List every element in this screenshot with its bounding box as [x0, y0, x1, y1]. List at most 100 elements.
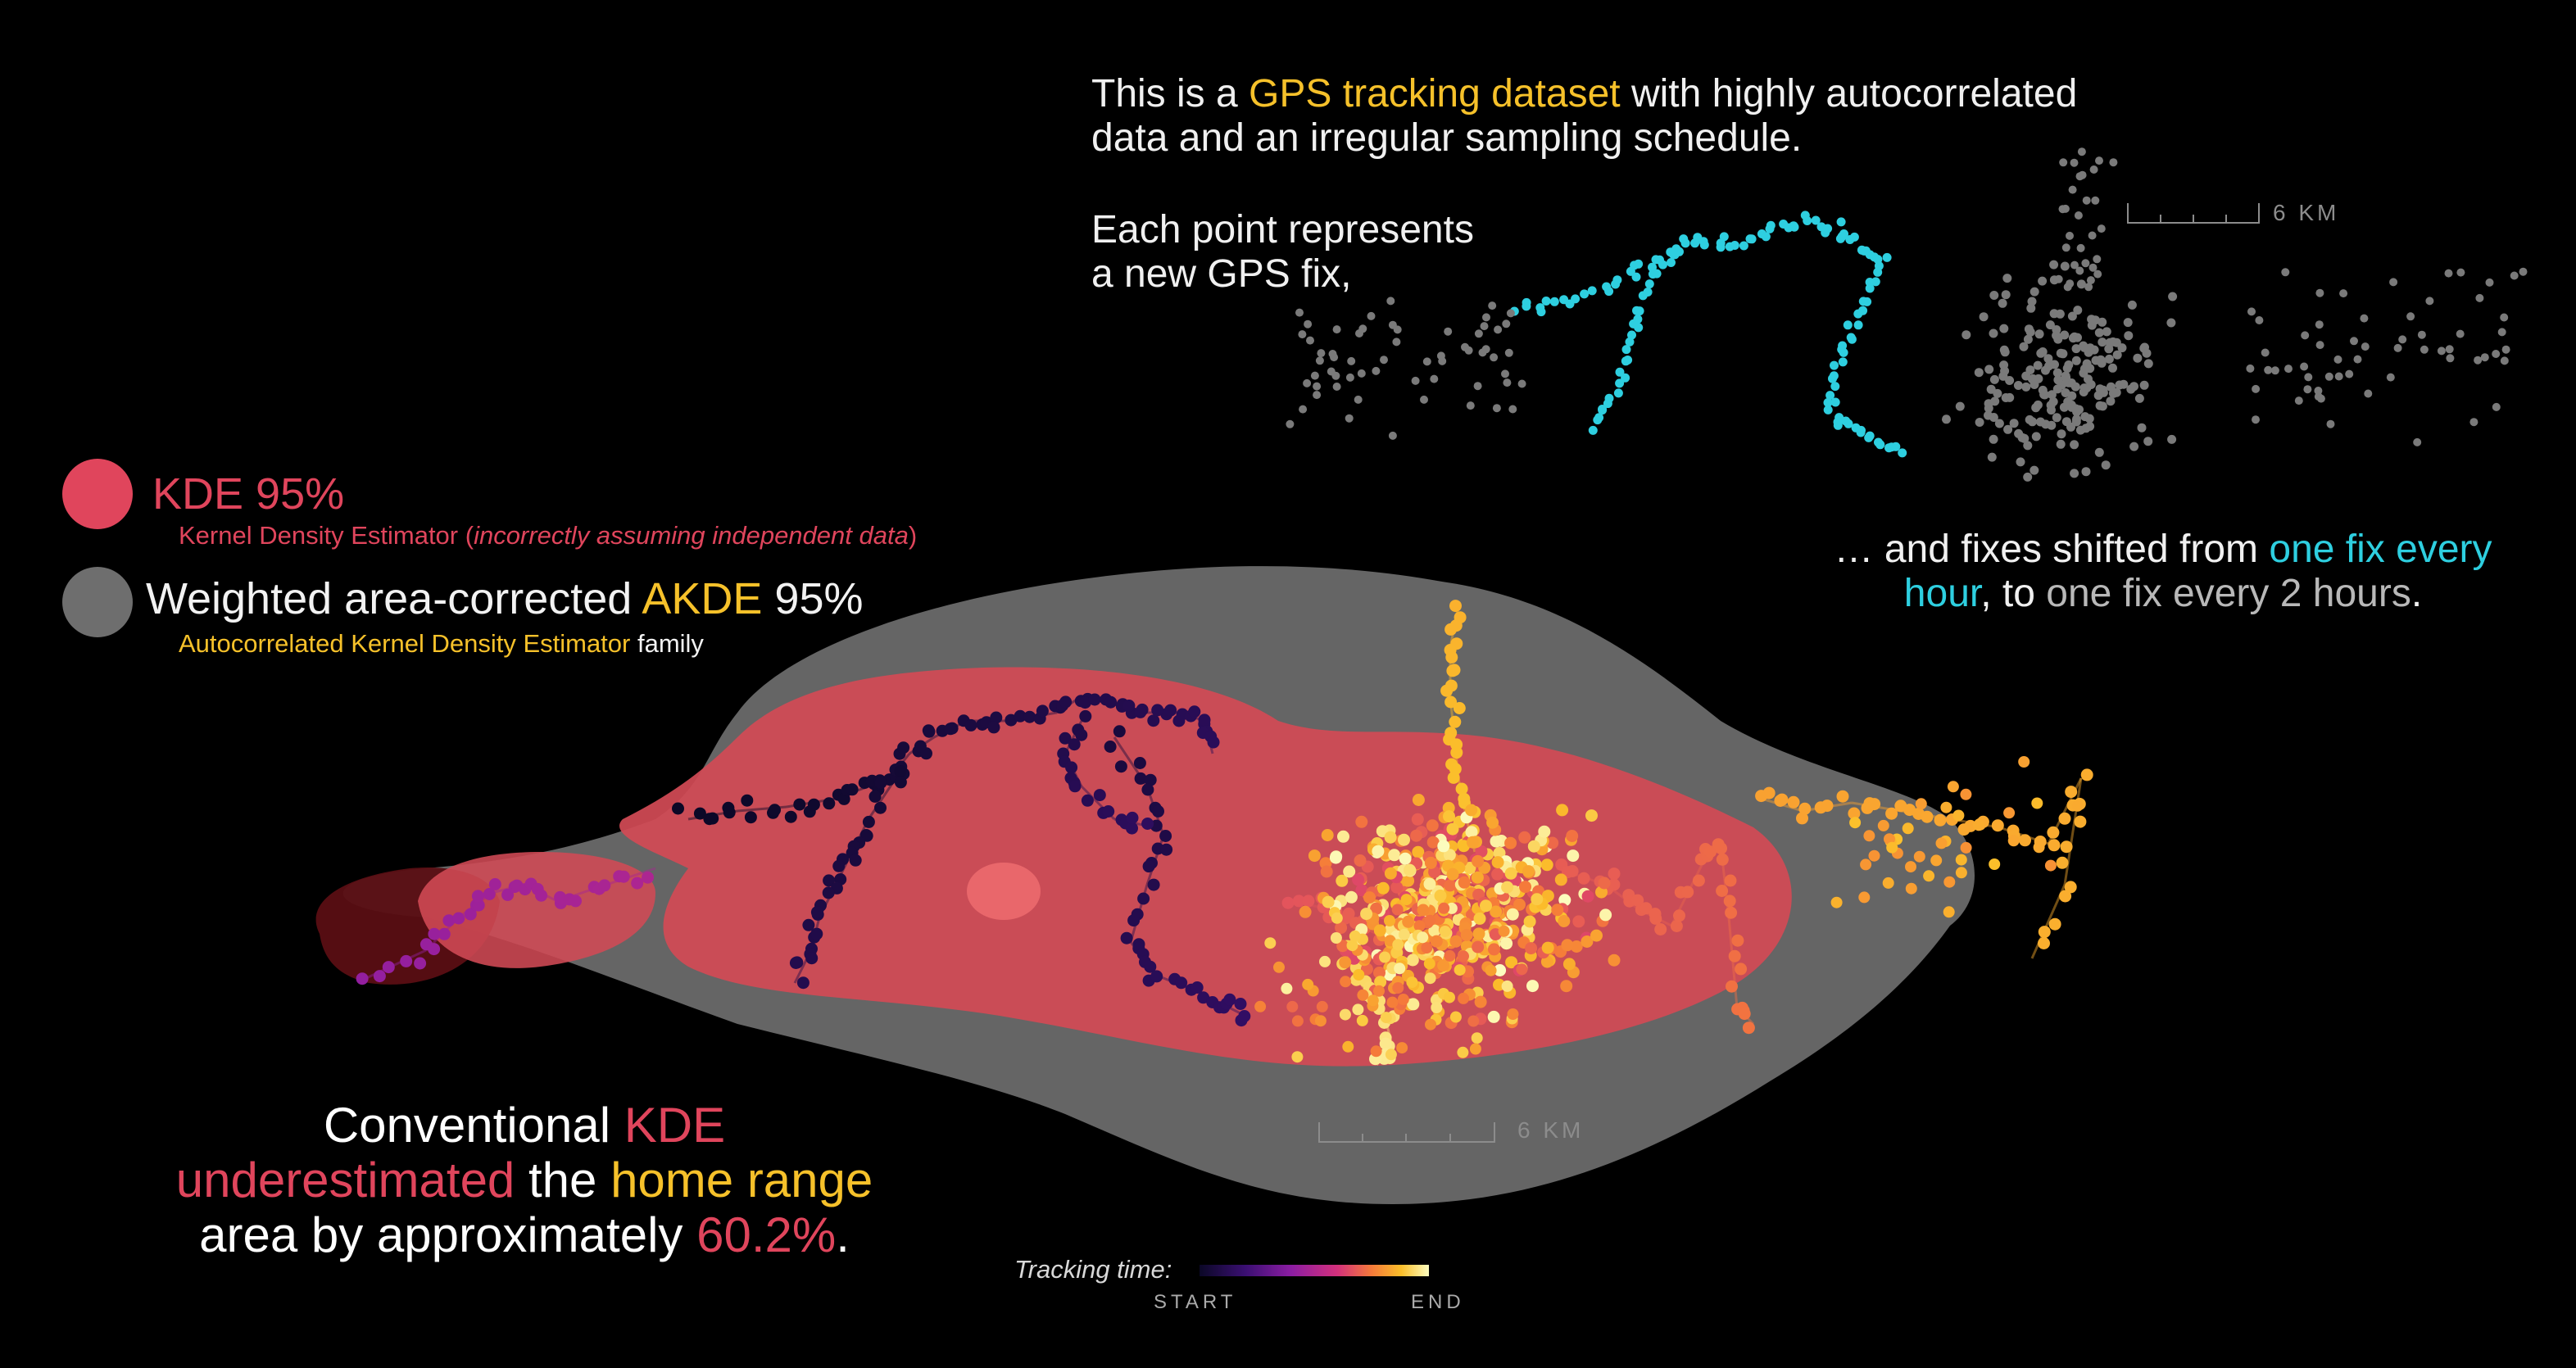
gps-fix	[1413, 920, 1426, 932]
inset-gps-fix-2h	[2497, 328, 2506, 337]
gps-fix	[1424, 856, 1437, 869]
inset-gps-fix-2h	[2098, 317, 2107, 327]
gps-fix	[1540, 858, 1553, 872]
gps-fix	[1570, 940, 1583, 953]
inset-gps-fix-2h	[2281, 268, 2290, 277]
inset-gps-fix-2h	[1347, 356, 1356, 365]
gps-fix	[1731, 934, 1744, 947]
gps-fix	[1075, 728, 1088, 741]
gps-fix	[1424, 914, 1436, 926]
kde-legend-subtitle: Kernel Density Estimator (incorrectly as…	[179, 521, 917, 550]
gps-fix	[1444, 623, 1458, 636]
gps-fix	[744, 811, 757, 824]
gps-fix	[1342, 907, 1355, 920]
track-segment	[605, 867, 656, 886]
inset-gps-fix-2h	[1295, 308, 1304, 317]
inset-gps-fix-2h	[1984, 365, 1994, 374]
inset-gps-fix-2h	[1357, 369, 1366, 378]
gps-fix	[2003, 807, 2016, 819]
inset-gps-fix-2h	[2045, 320, 2055, 330]
inset-gps-fix-2h	[2324, 372, 2333, 381]
gps-fix	[535, 889, 548, 902]
inset-gps-fix-2h	[2073, 333, 2082, 342]
inset-gps-fix-hourly	[1844, 419, 1853, 428]
intro-line4: a new GPS fix,	[1091, 252, 1352, 296]
gps-fix	[1692, 874, 1705, 887]
inset-gps-fix-2h	[2077, 147, 2086, 156]
gps-fix	[1385, 1049, 1397, 1061]
gps-fix	[1991, 819, 2004, 832]
gps-fix	[868, 790, 882, 803]
inset-gps-fix-2h	[2028, 417, 2037, 427]
inset-gps-fix-2h	[2096, 355, 2106, 365]
inset-gps-fix-hourly	[1598, 405, 1608, 415]
inset-gps-fix-2h	[2389, 278, 2398, 287]
inset-gps-fix-2h	[1354, 395, 1363, 404]
inset-gps-fix-hourly	[1761, 232, 1771, 242]
inset-gps-fix-2h	[2142, 348, 2152, 358]
inset-gps-fix-hourly	[1634, 323, 1644, 333]
gps-fix	[1330, 932, 1342, 944]
gps-fix	[1292, 895, 1305, 908]
gps-fix	[874, 801, 887, 814]
gps-fix	[1190, 981, 1204, 994]
inset-gps-fix-2h	[2124, 331, 2134, 341]
gps-fix	[1370, 902, 1383, 915]
intro-line2: data and an irregular sampling schedule.	[1091, 116, 1803, 160]
gps-fix	[1513, 898, 1526, 911]
shift-post: .	[2410, 572, 2423, 615]
gps-fix	[1320, 865, 1333, 878]
inset-gps-fix-2h	[1506, 309, 1515, 318]
gps-fix	[1527, 840, 1540, 853]
gps-fix	[1458, 992, 1470, 1004]
gps-fix	[1504, 836, 1517, 849]
gps-fix	[1572, 915, 1585, 928]
gps-fix	[1551, 904, 1564, 917]
inset-gps-fix-2h	[1504, 348, 1513, 357]
inset-gps-fix-2h	[2108, 363, 2117, 373]
gps-fix	[1126, 822, 1138, 835]
gps-fix	[2064, 881, 2077, 894]
track-points	[356, 600, 2093, 1066]
akde-legend-title: Weighted area-corrected AKDE 95%	[146, 573, 864, 624]
gps-fix	[483, 888, 496, 900]
gps-fix	[598, 879, 611, 892]
kde-legend-title: KDE 95%	[152, 469, 345, 519]
gps-fix	[1902, 822, 1914, 835]
inset-gps-fix-2h	[1955, 401, 1965, 411]
gps-fix	[1402, 915, 1415, 928]
gps-fix	[400, 954, 413, 967]
gps-fix	[1342, 1040, 1354, 1053]
gps-fix	[1560, 980, 1573, 993]
inset-gps-fix-hourly	[1627, 330, 1636, 340]
gps-fix	[2080, 768, 2093, 781]
gps-fix	[1286, 1000, 1299, 1012]
gps-fix	[1935, 837, 1948, 849]
gps-fix	[1424, 972, 1436, 985]
inset-gps-fix-2h	[2030, 287, 2039, 297]
gps-fix	[2048, 839, 2061, 852]
gps-fix	[617, 870, 630, 883]
inset-gps-fix-2h	[2093, 270, 2102, 279]
gps-fix	[805, 952, 819, 965]
gps-fix	[1372, 845, 1385, 858]
gps-fix	[1234, 998, 1247, 1010]
inset-gps-fix-2h	[1358, 324, 1367, 333]
inset-gps-fix-2h	[2060, 330, 2070, 340]
gps-fix	[1498, 925, 1510, 937]
gps-fix	[1088, 693, 1101, 706]
inset-gps-fix-2h	[1444, 327, 1453, 336]
inset-gps-fix-2h	[1473, 382, 1482, 391]
gps-fix	[1566, 830, 1579, 842]
inset-gps-fix-2h	[2091, 196, 2100, 205]
inset-gps-fix-2h	[2061, 373, 2071, 383]
gps-fix	[428, 943, 441, 956]
inset-gps-fix-2h	[2057, 429, 2066, 439]
inset-gps-fix-2h	[2050, 360, 2059, 369]
tracking-time-gradient	[1200, 1265, 1429, 1276]
concl-l2-hl1: underestimated	[175, 1153, 515, 1207]
inset-gps-fix-2h	[2104, 344, 2114, 354]
inset-gps-fix-hourly	[1811, 215, 1821, 225]
gps-fix	[793, 798, 806, 811]
inset-gps-fix-2h	[2456, 268, 2465, 277]
